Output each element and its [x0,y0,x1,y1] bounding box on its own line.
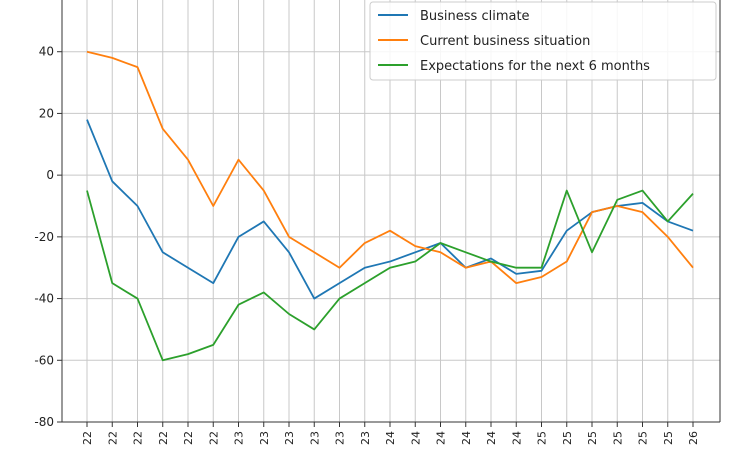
legend: Business climate Current business situati… [369,1,717,81]
x-tick-label: 24 [409,431,422,445]
y-tick-label: -80 [34,415,54,429]
x-tick-label: 23 [233,431,246,445]
series-line-3 [86,189,694,362]
x-tick-label: 22 [132,431,145,445]
x-tick-label: 24 [485,431,498,445]
x-tick-label: 23 [258,431,271,445]
legend-label: Expectations for the next 6 months [420,59,650,74]
x-tick-label: 23 [308,431,321,445]
x-tick-label: 24 [510,431,523,445]
y-tick-label: 20 [39,106,54,120]
x-tick-label: 25 [586,431,599,445]
legend-label: Current business situation [420,34,590,49]
x-tick-label: 26 [687,431,700,445]
x-tick-label: 25 [536,431,549,445]
y-tick-label: -20 [34,230,54,244]
x-tick-label: 25 [611,431,624,445]
grid [62,0,720,423]
y-tick-label: -60 [34,353,54,367]
x-tick-label: 22 [207,431,220,445]
x-tick-label: 23 [359,431,372,445]
x-tick-label: 23 [283,431,296,445]
series-lines [86,50,694,362]
x-tick-label: 25 [561,431,574,445]
axes: -80-60-40-200204060222222222222232323232… [34,0,721,445]
x-tick-label: 22 [106,431,119,445]
x-tick-label: 22 [157,431,170,445]
y-tick-label: 40 [39,45,54,59]
x-tick-label: 25 [662,431,675,445]
x-tick-label: 24 [384,431,397,445]
x-tick-label: 24 [460,431,473,445]
x-tick-label: 22 [182,431,195,445]
y-tick-label: 0 [46,168,54,182]
x-tick-label: 23 [334,431,347,445]
legend-box [369,1,717,81]
series-line-2 [86,50,694,285]
x-tick-label: 22 [81,431,94,445]
y-tick-label: -40 [34,292,54,306]
legend-label: Business climate [420,9,530,24]
x-tick-label: 24 [435,431,448,445]
x-tick-label: 25 [637,431,650,445]
